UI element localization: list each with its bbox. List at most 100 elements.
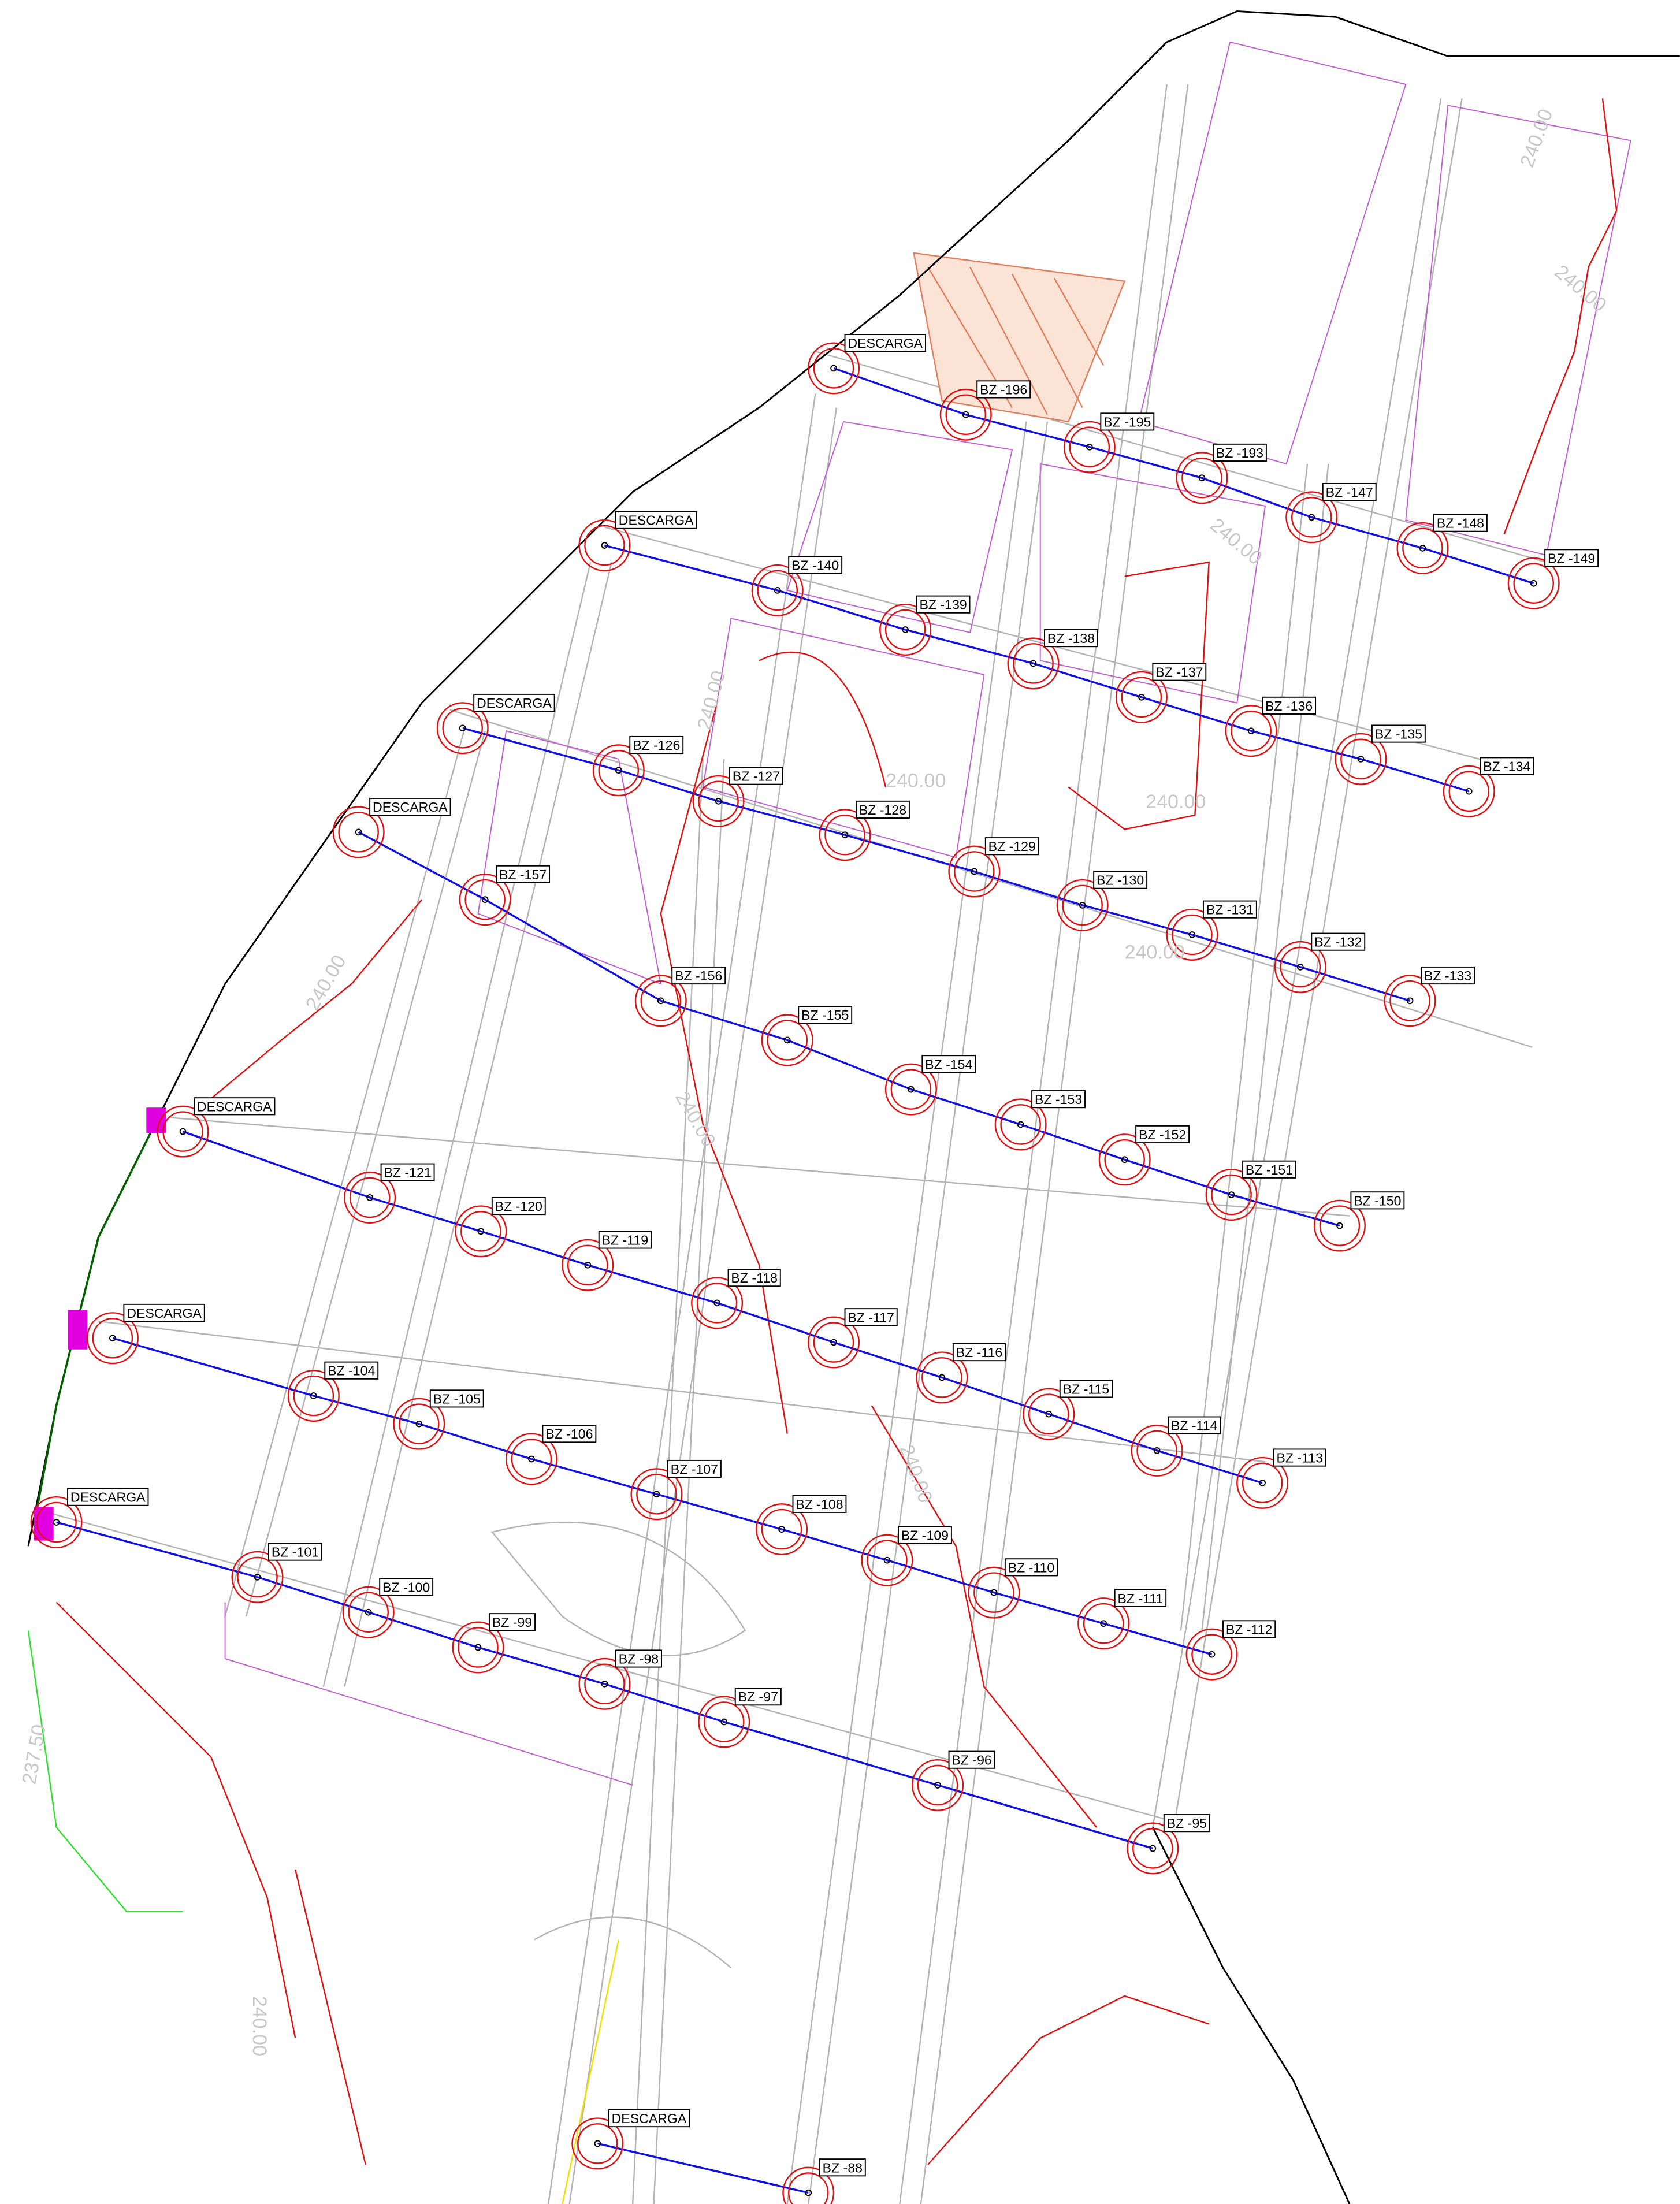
label-box: [267, 1543, 322, 1561]
label-box: [615, 1649, 662, 1668]
manhole-label: DESCARGA: [477, 696, 552, 711]
manhole-label: BZ -152: [1139, 1127, 1186, 1142]
contour-label: 240.00: [1125, 941, 1185, 963]
manhole-label: BZ -147: [1326, 485, 1373, 500]
pipe: [1360, 758, 1470, 793]
manhole-center: [653, 1491, 660, 1498]
manhole-label: BZ -114: [1171, 1418, 1218, 1433]
manhole-ring: [442, 708, 484, 749]
manhole-label: DESCARGA: [197, 1099, 272, 1114]
manhole-center: [594, 2140, 601, 2147]
manhole-center: [720, 1718, 728, 1726]
label-box: [1031, 1090, 1086, 1109]
manhole: BZ -97: [698, 1688, 782, 1748]
manhole-center: [1188, 931, 1196, 938]
manhole-label: BZ -150: [1354, 1193, 1401, 1208]
manhole-label: BZ -149: [1548, 551, 1595, 566]
manhole-ring: [1340, 738, 1381, 780]
manhole-center: [1045, 1410, 1053, 1418]
manhole-ring: [1448, 771, 1490, 812]
manhole-label: BZ -137: [1155, 665, 1203, 680]
manhole-label: BZ -132: [1314, 935, 1362, 950]
manhole-ring: [867, 1540, 908, 1581]
manhole-center: [1017, 1121, 1024, 1128]
manhole: BZ -154: [884, 1055, 976, 1116]
manhole-ring: [1280, 946, 1321, 988]
manhole-center: [1149, 1845, 1157, 1852]
pipe: [777, 589, 906, 631]
street: [899, 84, 1189, 2204]
label-box: [921, 1055, 976, 1073]
manhole-ring: [879, 603, 932, 656]
manhole-label: BZ -193: [1216, 445, 1263, 460]
contour: [759, 561, 1210, 830]
manhole-label: BZ -97: [738, 1689, 778, 1704]
manhole-ring: [1136, 1430, 1177, 1471]
manhole-ring: [1069, 426, 1110, 467]
manhole-ring: [634, 975, 687, 1027]
manhole: BZ -118: [691, 1269, 781, 1329]
pipe: [723, 1720, 938, 1786]
label-box: [844, 1308, 898, 1326]
manhole-ring: [945, 394, 987, 436]
manhole: BZ -110: [968, 1558, 1058, 1619]
label-box: [123, 1303, 205, 1322]
manhole-ring: [505, 1433, 557, 1485]
pipe: [313, 1395, 419, 1425]
manhole-center: [883, 1556, 891, 1564]
label-box: [1044, 629, 1098, 648]
pipe: [833, 1341, 942, 1378]
manhole-label: BZ -153: [1035, 1092, 1082, 1107]
manhole-label: BZ -101: [272, 1545, 319, 1560]
green-line: [27, 1630, 183, 1913]
label-box: [1004, 1558, 1058, 1577]
manhole-center: [774, 587, 781, 594]
label-box: [897, 1526, 952, 1544]
manhole-ring: [912, 1759, 964, 1811]
manhole-ring: [1007, 637, 1060, 690]
parcel: [1138, 41, 1407, 465]
manhole-ring: [1231, 710, 1272, 752]
manhole: BZ -195: [1063, 412, 1155, 473]
manhole-ring: [890, 1069, 932, 1110]
cyan-line: [224, 1602, 633, 1786]
label-box: [976, 380, 1031, 399]
pipe: [56, 1521, 258, 1578]
manhole: BZ -98: [578, 1649, 662, 1710]
manhole-label: BZ -117: [848, 1310, 894, 1325]
manhole: BZ -126: [592, 735, 684, 797]
manhole-ring: [761, 1508, 802, 1550]
manhole: DESCARGA: [332, 797, 451, 858]
label-box: [1433, 514, 1488, 532]
manhole-ring: [808, 342, 860, 395]
manhole-center: [109, 1335, 116, 1342]
label-box: [819, 2158, 866, 2177]
pipe: [1124, 1158, 1232, 1196]
label-box: [667, 1459, 722, 1478]
manhole-ring: [813, 348, 854, 389]
manhole-center: [415, 1420, 423, 1428]
manhole-ring: [162, 1111, 203, 1152]
manhole-center: [366, 1194, 373, 1201]
manhole-ring: [787, 2172, 829, 2204]
manhole: BZ -108: [756, 1495, 847, 1556]
label-box: [473, 693, 555, 712]
manhole-ring: [1242, 1462, 1283, 1504]
manhole-label: BZ -109: [901, 1527, 949, 1543]
label-box: [67, 1488, 149, 1506]
manhole-center: [778, 1526, 785, 1533]
manhole-label: BZ -136: [1265, 698, 1313, 713]
manhole-ring: [577, 2123, 618, 2164]
manhole: DESCARGA: [157, 1097, 276, 1158]
manhole: BZ -150: [1313, 1191, 1405, 1252]
manhole: BZ -149: [1507, 549, 1599, 609]
street: [786, 421, 1049, 2204]
label-box: [916, 595, 971, 614]
label-box: [952, 1343, 1006, 1362]
manhole-ring: [342, 1586, 395, 1638]
manhole: BZ -120: [455, 1196, 546, 1258]
pipe: [787, 1039, 912, 1091]
manhole: BZ -139: [879, 595, 971, 656]
manhole-label: BZ -131: [1206, 902, 1254, 917]
manhole-label: BZ -111: [1118, 1591, 1164, 1606]
